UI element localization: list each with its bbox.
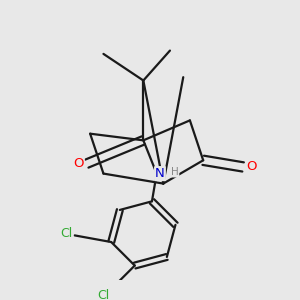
Text: Cl: Cl	[60, 227, 73, 240]
Text: H: H	[171, 167, 179, 177]
Text: O: O	[246, 160, 257, 173]
Text: N: N	[155, 167, 165, 180]
Text: Cl: Cl	[97, 289, 109, 300]
Text: O: O	[73, 157, 84, 170]
